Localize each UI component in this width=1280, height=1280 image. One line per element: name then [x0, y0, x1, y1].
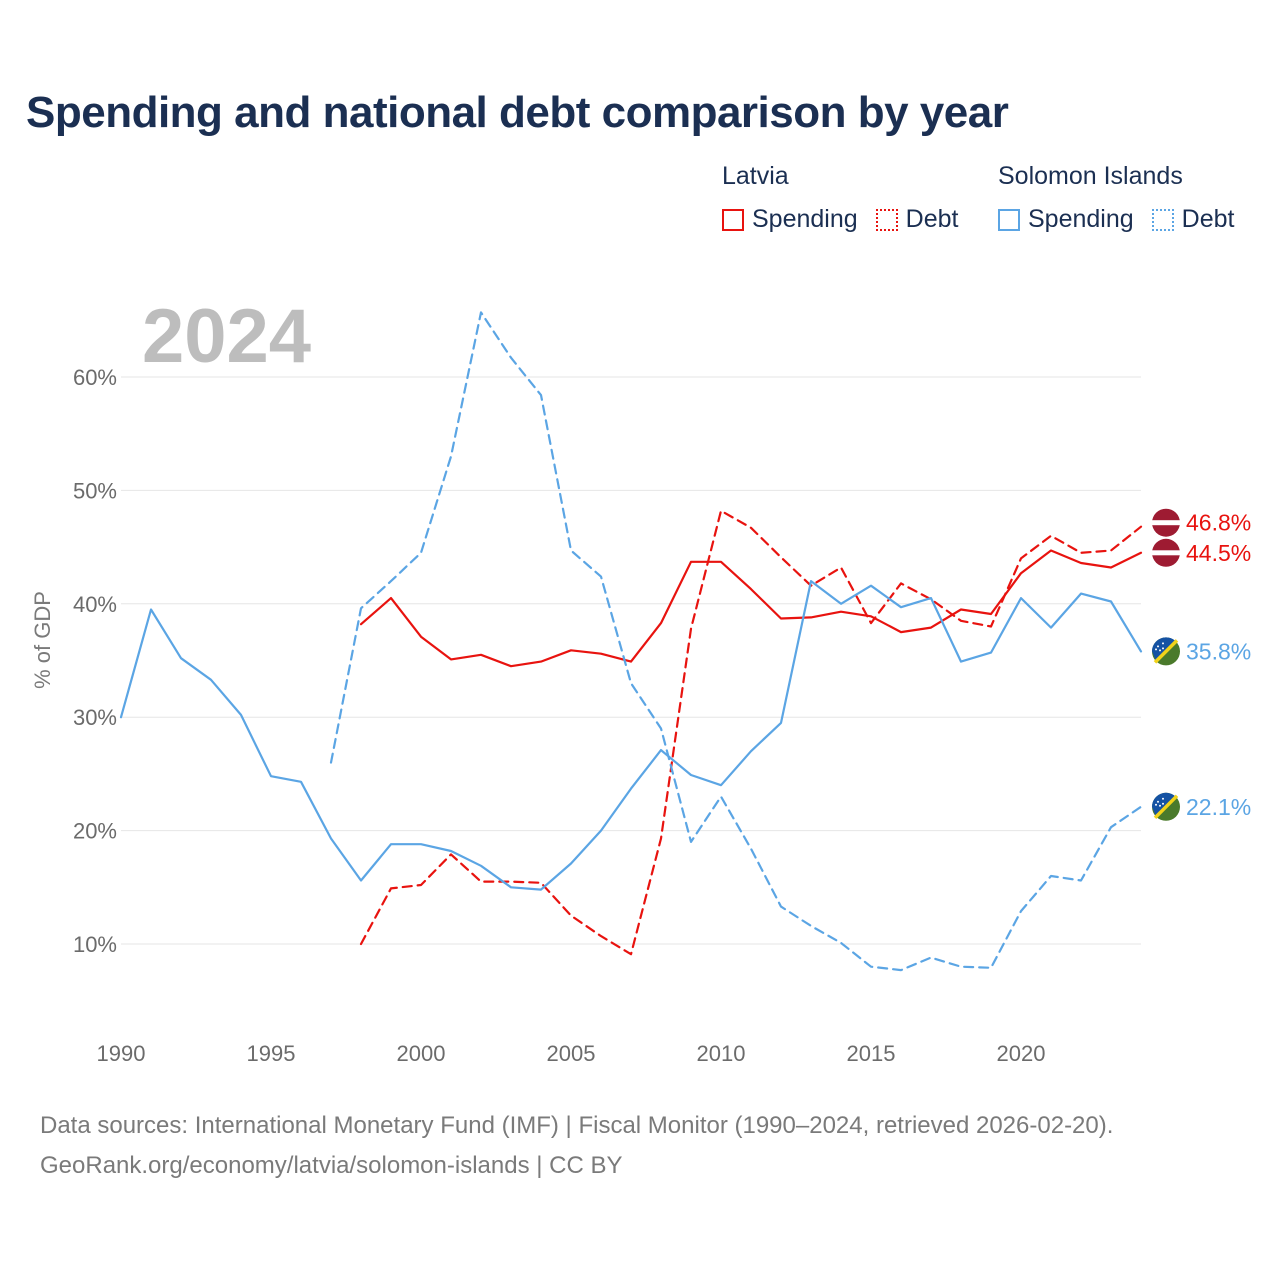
solid-swatch-icon: [722, 208, 744, 231]
solomon-islands-flag-icon: [1152, 637, 1180, 666]
legend-solomon-name: Solomon Islands: [998, 162, 1183, 190]
chart-title: Spending and national debt comparison by…: [26, 88, 1009, 137]
footer-source: Data sources: International Monetary Fun…: [40, 1112, 1114, 1139]
legend-latvia-spending[interactable]: Spending: [722, 205, 858, 234]
series-line-solomon-islands-spending[interactable]: [119, 579, 1143, 891]
y-tick-label: 30%: [73, 705, 117, 730]
x-tick-label: 2015: [847, 1041, 896, 1066]
end-value-label: 22.1%: [1186, 794, 1251, 820]
legend-solomon-spending-label: Spending: [1028, 205, 1134, 233]
latvia-flag-icon: [1152, 508, 1180, 537]
footer: Data sources: International Monetary Fun…: [40, 1106, 1113, 1186]
year-watermark: 2024: [142, 294, 311, 379]
legend-solomon-debt-label: Debt: [1181, 205, 1235, 233]
series-line-solomon-islands-debt[interactable]: [329, 311, 1143, 972]
legend-solomon-debt[interactable]: Debt: [1151, 205, 1235, 234]
x-tick-label: 1995: [247, 1041, 296, 1066]
latvia-flag-icon: [1152, 538, 1180, 567]
end-value-label: 46.8%: [1186, 510, 1251, 536]
dotted-swatch-icon: [875, 208, 898, 231]
series-line-latvia-debt[interactable]: [359, 509, 1143, 956]
x-tick-label: 1990: [97, 1041, 146, 1066]
legend-solomon-spending[interactable]: Spending: [998, 205, 1134, 234]
x-tick-label: 2000: [397, 1041, 446, 1066]
footer-license: GeoRank.org/economy/latvia/solomon-islan…: [40, 1152, 623, 1179]
y-tick-label: 60%: [73, 365, 117, 390]
solid-swatch-icon: [998, 208, 1020, 231]
solomon-islands-flag-icon: [1152, 792, 1180, 821]
dotted-swatch-icon: [1151, 208, 1174, 231]
legend-latvia: Latvia Spending Debt: [722, 162, 976, 234]
y-tick-label: 20%: [73, 819, 117, 844]
end-value-label: 44.5%: [1186, 540, 1251, 566]
y-tick-label: 10%: [73, 932, 117, 957]
end-value-label: 35.8%: [1186, 638, 1251, 664]
legend-latvia-name: Latvia: [722, 162, 789, 190]
legend-latvia-debt[interactable]: Debt: [875, 205, 959, 234]
legend-latvia-spending-label: Spending: [752, 205, 858, 233]
legend-solomon: Solomon Islands Spending Debt: [998, 162, 1252, 234]
y-axis-label: % of GDP: [30, 591, 55, 689]
legend-latvia-debt-label: Debt: [905, 205, 959, 233]
x-tick-label: 2020: [997, 1041, 1046, 1066]
y-tick-label: 40%: [73, 592, 117, 617]
series-line-latvia-spending[interactable]: [359, 549, 1143, 668]
y-tick-label: 50%: [73, 478, 117, 503]
x-tick-label: 2005: [547, 1041, 596, 1066]
x-tick-label: 2010: [697, 1041, 746, 1066]
